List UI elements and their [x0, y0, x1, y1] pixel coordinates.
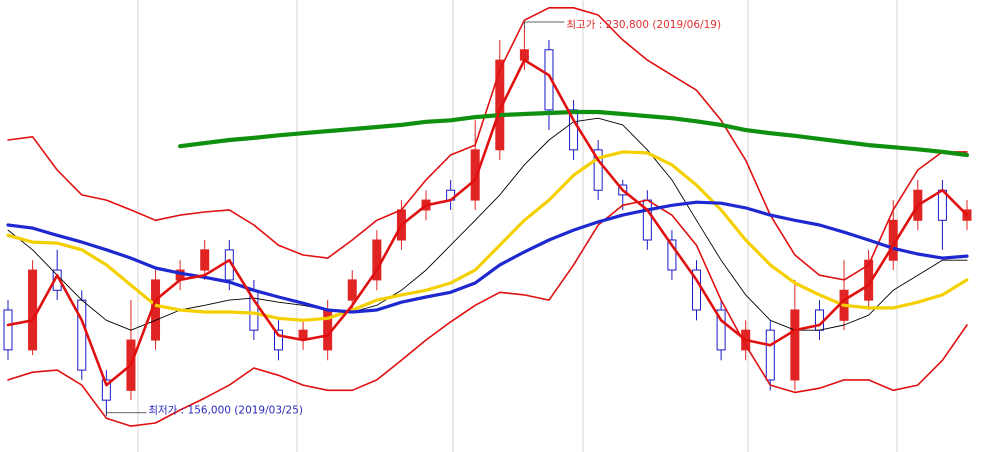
indicator-line: [7, 117, 968, 331]
candle-body: [273, 329, 283, 351]
candle-body: [495, 59, 505, 151]
candle-body: [593, 149, 603, 191]
indicator-line: [178, 109, 970, 158]
annotation-leader: [105, 412, 147, 416]
candle-body: [200, 249, 210, 271]
candle-body: [814, 309, 824, 331]
candle-body: [692, 269, 702, 311]
annotation-leader: [523, 21, 565, 28]
candle-body: [667, 239, 677, 271]
candle-body: [716, 309, 726, 351]
candle-body: [765, 329, 775, 381]
candle-body: [790, 309, 800, 381]
annotation-label: 최저가 : 156,000 (2019/03/25): [148, 405, 303, 417]
candle-body: [519, 49, 529, 61]
annotation-label: 최고가 : 230,800 (2019/06/19): [566, 19, 721, 31]
indicator-line: [7, 7, 968, 281]
candle-body: [3, 309, 13, 351]
candle-body: [101, 379, 111, 401]
indicator-line: [6, 200, 969, 314]
candle-body: [347, 279, 357, 301]
candle-body: [470, 149, 480, 201]
candle-body: [77, 299, 87, 371]
candle-body: [569, 109, 579, 151]
indicator-line: [6, 58, 969, 387]
candle-body: [372, 239, 382, 281]
indicator-line: [7, 199, 968, 427]
indicator-line: [6, 150, 969, 322]
candle-body: [28, 269, 38, 351]
